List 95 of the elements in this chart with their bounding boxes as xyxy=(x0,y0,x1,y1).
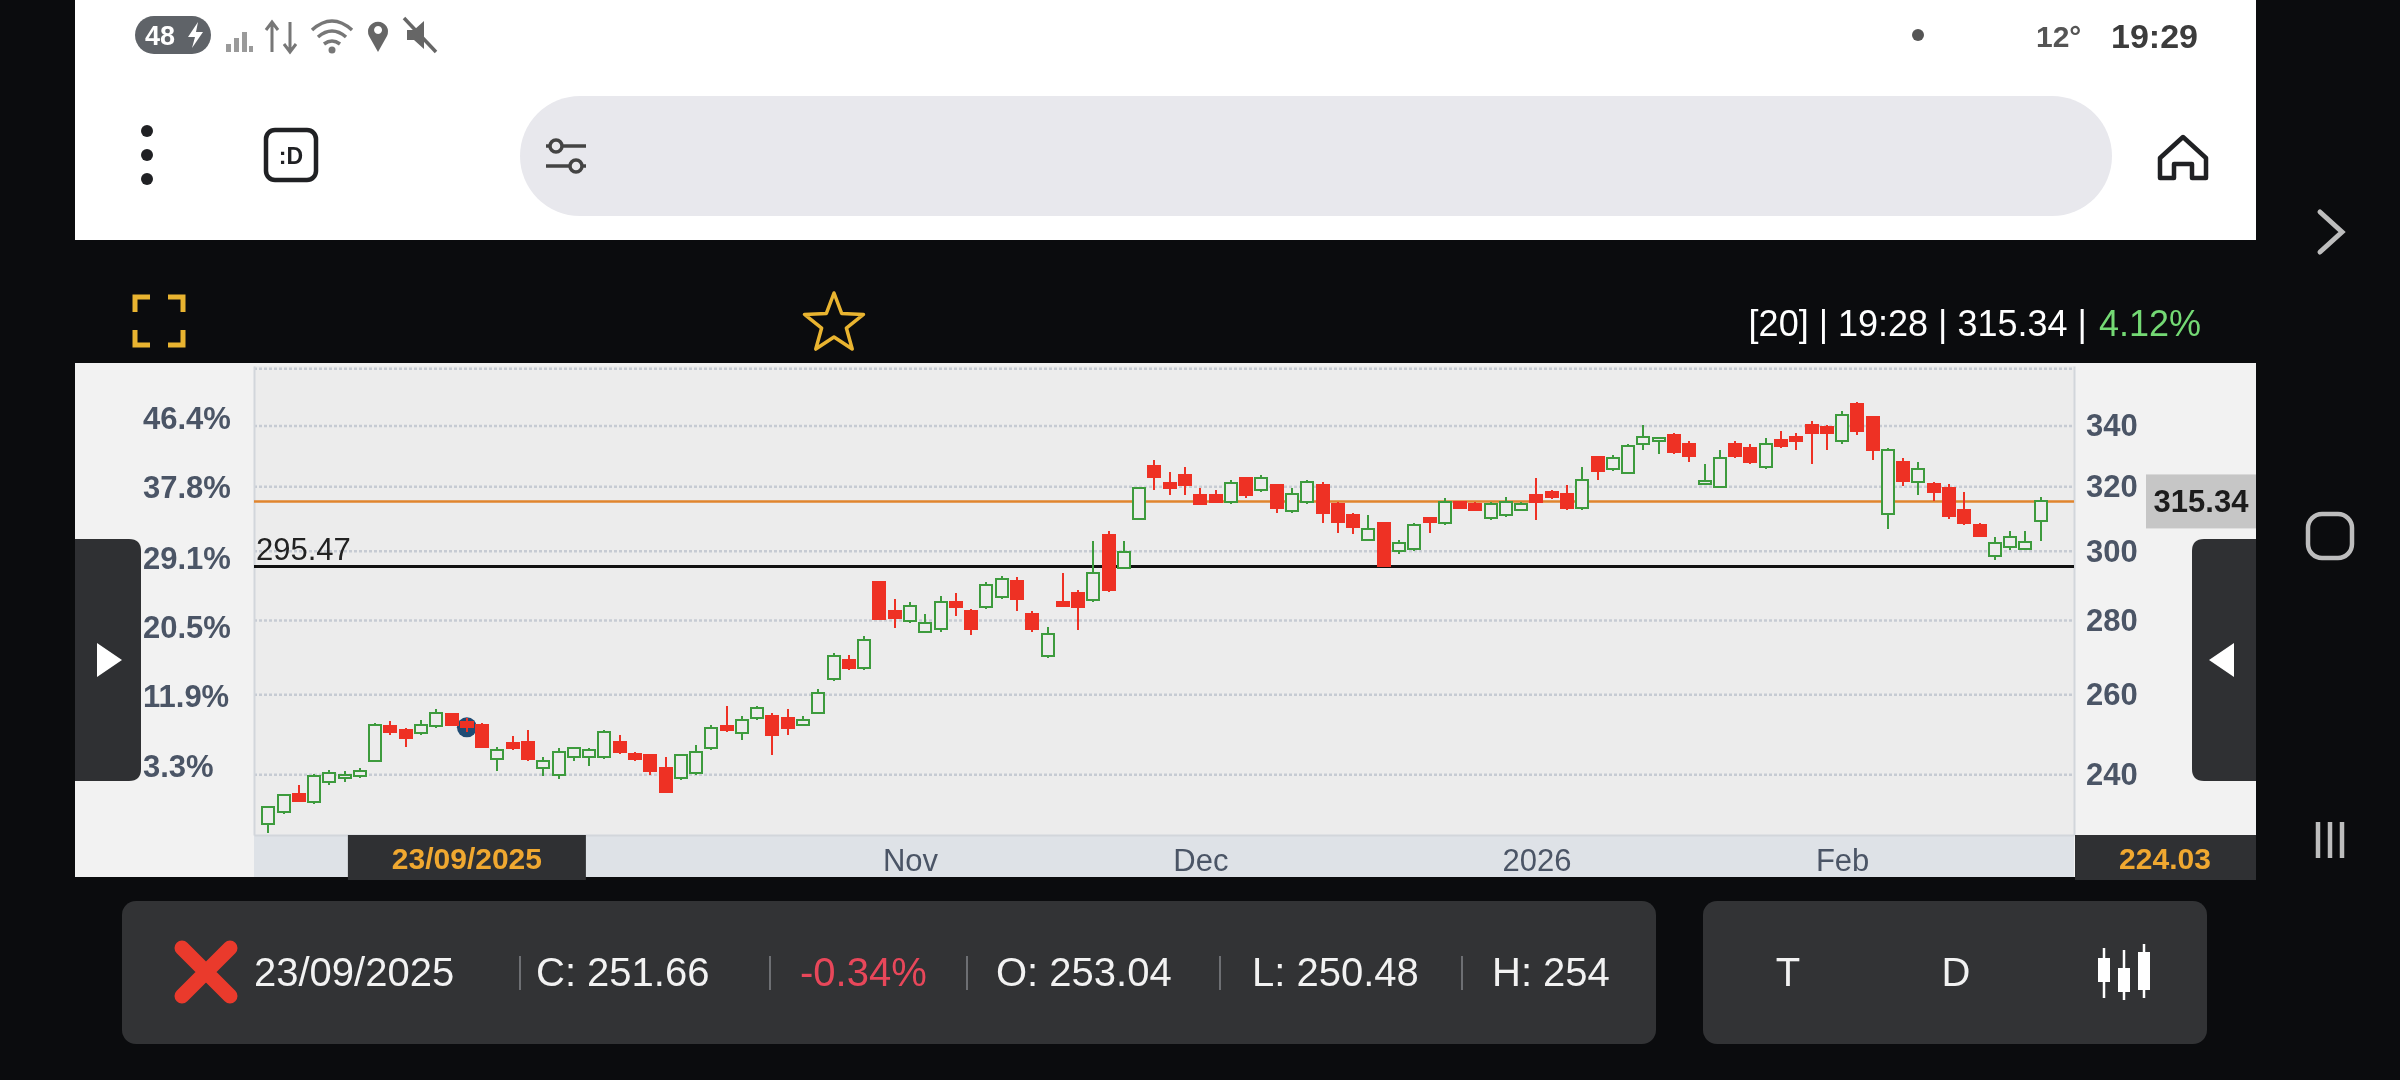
y2-tick-label: 29.1% xyxy=(143,540,231,576)
candlestick xyxy=(613,734,627,755)
text: 48 xyxy=(144,21,176,51)
text: 23/09/2025 xyxy=(391,841,542,875)
text: [20] | 19:28 | 315.34 | xyxy=(1748,302,2087,344)
candlestick xyxy=(1086,540,1100,603)
candlestick xyxy=(1270,483,1284,514)
candlestick xyxy=(1591,455,1605,481)
candlestick xyxy=(750,705,764,721)
y-tick-label: 340 xyxy=(2086,408,2138,444)
candlestick xyxy=(842,654,856,671)
candlestick xyxy=(811,688,825,715)
candlestick xyxy=(765,712,779,756)
y2-tick-label: 37.8% xyxy=(143,470,231,506)
candlestick xyxy=(277,793,291,815)
candlestick xyxy=(1896,457,1910,487)
candlestick xyxy=(872,580,886,621)
candlestick xyxy=(1866,416,1880,461)
ref-line-label: 295.47 xyxy=(256,531,351,567)
candlestick xyxy=(1361,514,1375,542)
candlestick xyxy=(720,705,734,733)
candlestick xyxy=(918,613,932,634)
text: H: 254 xyxy=(1492,950,1610,994)
candlestick xyxy=(1102,530,1116,593)
text: O: 253.04 xyxy=(996,950,1172,994)
candlestick xyxy=(1254,474,1268,493)
candlestick xyxy=(1041,626,1055,659)
candlestick xyxy=(1911,461,1925,496)
candlestick xyxy=(979,581,993,610)
text: :D xyxy=(278,143,304,169)
candlestick xyxy=(490,746,504,772)
candlestick xyxy=(903,601,917,624)
candlestick xyxy=(964,608,978,636)
y-tick-label: 240 xyxy=(2086,757,2138,793)
candlestick xyxy=(781,708,795,736)
candlestick xyxy=(1193,487,1207,506)
y2-tick-label: 20.5% xyxy=(143,609,231,645)
candlestick xyxy=(1438,497,1452,526)
candlestick xyxy=(1759,437,1773,470)
text: 224.03 xyxy=(2119,841,2211,875)
candlestick xyxy=(1652,436,1666,455)
candlestick xyxy=(1147,459,1161,491)
text: D xyxy=(1941,950,1971,994)
text: -0.34% xyxy=(800,950,927,994)
candlestick xyxy=(1423,516,1437,534)
x-tick-label: Dec xyxy=(1173,843,1229,879)
candlestick xyxy=(1239,476,1253,499)
x-tick-label: Nov xyxy=(882,843,939,879)
candlestick xyxy=(1850,401,1864,436)
candlestick xyxy=(1010,576,1024,612)
x-tick-label: Feb xyxy=(1815,843,1870,879)
candlestick xyxy=(1377,521,1391,567)
candlestick xyxy=(934,595,948,633)
y-tick-label: 280 xyxy=(2086,602,2138,638)
candlestick xyxy=(796,715,810,727)
candlestick xyxy=(1209,489,1223,504)
candlestick xyxy=(1973,522,1987,538)
x-tick-label: 2026 xyxy=(1502,843,1572,879)
text: 12° xyxy=(2036,19,2082,53)
y-tick-label: 300 xyxy=(2086,533,2138,569)
text: C: 251.66 xyxy=(536,950,710,994)
candlestick xyxy=(2034,496,2048,542)
candlestick xyxy=(1881,447,1895,530)
candlestick xyxy=(399,727,413,748)
y-tick-label: 260 xyxy=(2086,677,2138,713)
candlestick xyxy=(704,724,718,751)
candlestick xyxy=(1529,477,1543,521)
candlestick xyxy=(1575,466,1589,511)
candlestick xyxy=(1025,610,1039,633)
text: T xyxy=(1775,950,1801,994)
candlestick xyxy=(857,635,871,671)
text: 19:29 xyxy=(2111,17,2198,55)
text: 23/09/2025 xyxy=(254,950,455,994)
candlestick xyxy=(536,756,550,777)
y-tick-label: 320 xyxy=(2086,469,2138,505)
candlestick xyxy=(827,652,841,682)
candlestick xyxy=(1636,424,1650,451)
candlestick xyxy=(368,722,382,763)
text: L: 250.48 xyxy=(1252,950,1419,994)
ref-line-label: 315.34 xyxy=(2153,483,2250,519)
y2-tick-label: 46.4% xyxy=(143,400,231,436)
candlestick xyxy=(1132,486,1146,521)
candlestick xyxy=(995,575,1009,600)
candlestick xyxy=(1224,479,1238,505)
y2-tick-label: 3.3% xyxy=(143,748,214,784)
candlestick xyxy=(735,715,749,741)
candlestick xyxy=(888,598,902,629)
candlestick xyxy=(292,784,306,803)
candlestick xyxy=(1117,540,1131,570)
candlestick xyxy=(383,720,397,736)
candlestick xyxy=(949,592,963,617)
candlestick xyxy=(659,756,673,794)
text: 4.12% xyxy=(2098,302,2201,344)
candlestick xyxy=(1835,410,1849,445)
y2-tick-label: 11.9% xyxy=(143,679,230,715)
